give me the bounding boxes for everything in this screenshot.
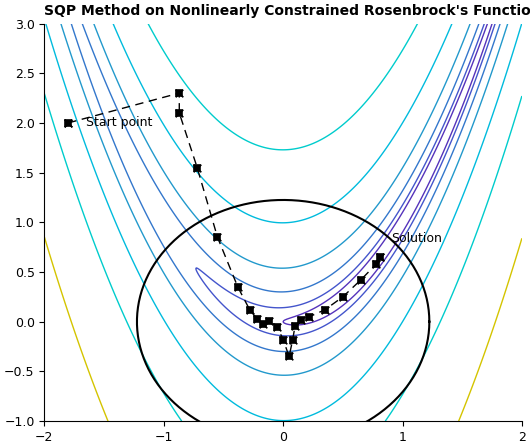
Point xyxy=(372,260,381,267)
Point xyxy=(321,306,329,313)
Point xyxy=(305,313,314,320)
Text: Start point: Start point xyxy=(86,116,153,129)
Point xyxy=(288,336,297,343)
Point xyxy=(285,353,293,360)
Point xyxy=(213,233,222,241)
Point xyxy=(273,323,281,330)
Point xyxy=(339,293,347,301)
Point xyxy=(193,164,201,171)
Point xyxy=(175,109,183,116)
Point xyxy=(175,90,183,97)
Point xyxy=(291,322,299,329)
Point xyxy=(264,317,273,324)
Point xyxy=(279,336,287,343)
Point xyxy=(259,320,267,327)
Point xyxy=(245,306,254,313)
Point xyxy=(297,316,305,323)
Point xyxy=(375,253,384,260)
Point xyxy=(64,119,73,126)
Point xyxy=(375,253,384,260)
Point xyxy=(253,315,261,322)
Point xyxy=(64,119,73,126)
Text: Solution: Solution xyxy=(392,232,443,245)
Text: SQP Method on Nonlinearly Constrained Rosenbrock's Function: SQP Method on Nonlinearly Constrained Ro… xyxy=(45,4,530,18)
Point xyxy=(234,283,242,290)
Point xyxy=(357,276,365,284)
